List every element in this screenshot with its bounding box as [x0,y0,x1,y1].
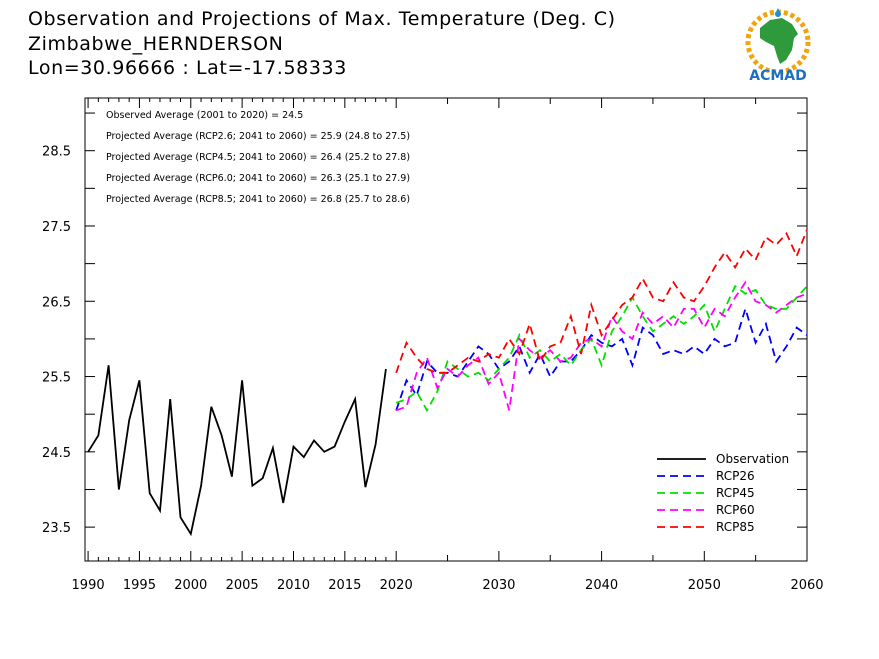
x-tick-label: 2050 [688,578,721,593]
axis-ticks [85,98,808,561]
legend-label: Observation [716,452,789,466]
legend-label: RCP85 [716,520,755,534]
plot-frame [84,97,808,562]
x-tick-label: 1995 [123,578,156,593]
axis-tick-labels: 23.5 24.5 25.5 26.5 27.5 28.5 1990 1995 2000 2005… [42,145,824,593]
x-tick-label: 2060 [790,578,823,593]
x-tick-label: 2000 [174,578,207,593]
series-line-rcp45 [395,284,808,413]
y-tick-label: 23.5 [42,521,71,536]
y-tick-label: 25.5 [42,371,71,386]
africa-map-logo-icon [745,8,811,75]
annotation-text: Projected Average (RCP8.5; 2041 to 2060)… [106,194,410,205]
annotation-text: Projected Average (RCP4.5; 2041 to 2060)… [106,152,410,163]
station-name: Zimbabwe_HERNDERSON [28,33,284,55]
legend-label: RCP60 [716,503,755,517]
annotation-text: Projected Average (RCP6.0; 2041 to 2060)… [106,173,410,184]
series-layer [87,229,808,537]
legend-label: RCP45 [716,486,755,500]
station-coordinates: Lon=30.96666 : Lat=-17.58333 [28,57,347,79]
legend: Observation RCP26 RCP45 RCP60 RCP85 [657,452,789,534]
series-line-observation [87,365,387,537]
logo-text: ACMAD [749,68,807,84]
y-tick-label: 26.5 [42,295,71,310]
x-tick-label: 2040 [585,578,618,593]
y-tick-label: 24.5 [42,446,71,461]
chart-title: Observation and Projections of Max. Temp… [28,8,616,30]
series-line-rcp85 [395,229,808,374]
y-tick-label: 27.5 [42,220,71,235]
annotation-text: Observed Average (2001 to 2020) = 24.5 [106,110,303,121]
series-line-rcp26 [395,305,808,411]
annotation-text: Projected Average (RCP2.6; 2041 to 2060)… [106,131,410,142]
x-tick-label: 2020 [380,578,413,593]
x-tick-label: 2010 [277,578,310,593]
acmad-logo: ACMAD [745,8,811,84]
y-tick-label: 28.5 [42,145,71,160]
series-line-rcp60 [395,280,808,412]
x-tick-label: 2030 [482,578,515,593]
annotation-block: Observed Average (2001 to 2020) = 24.5 Pr… [106,110,410,205]
legend-label: RCP26 [716,469,755,483]
x-tick-label: 2005 [226,578,259,593]
x-tick-label: 2015 [328,578,361,593]
x-tick-label: 1990 [72,578,105,593]
